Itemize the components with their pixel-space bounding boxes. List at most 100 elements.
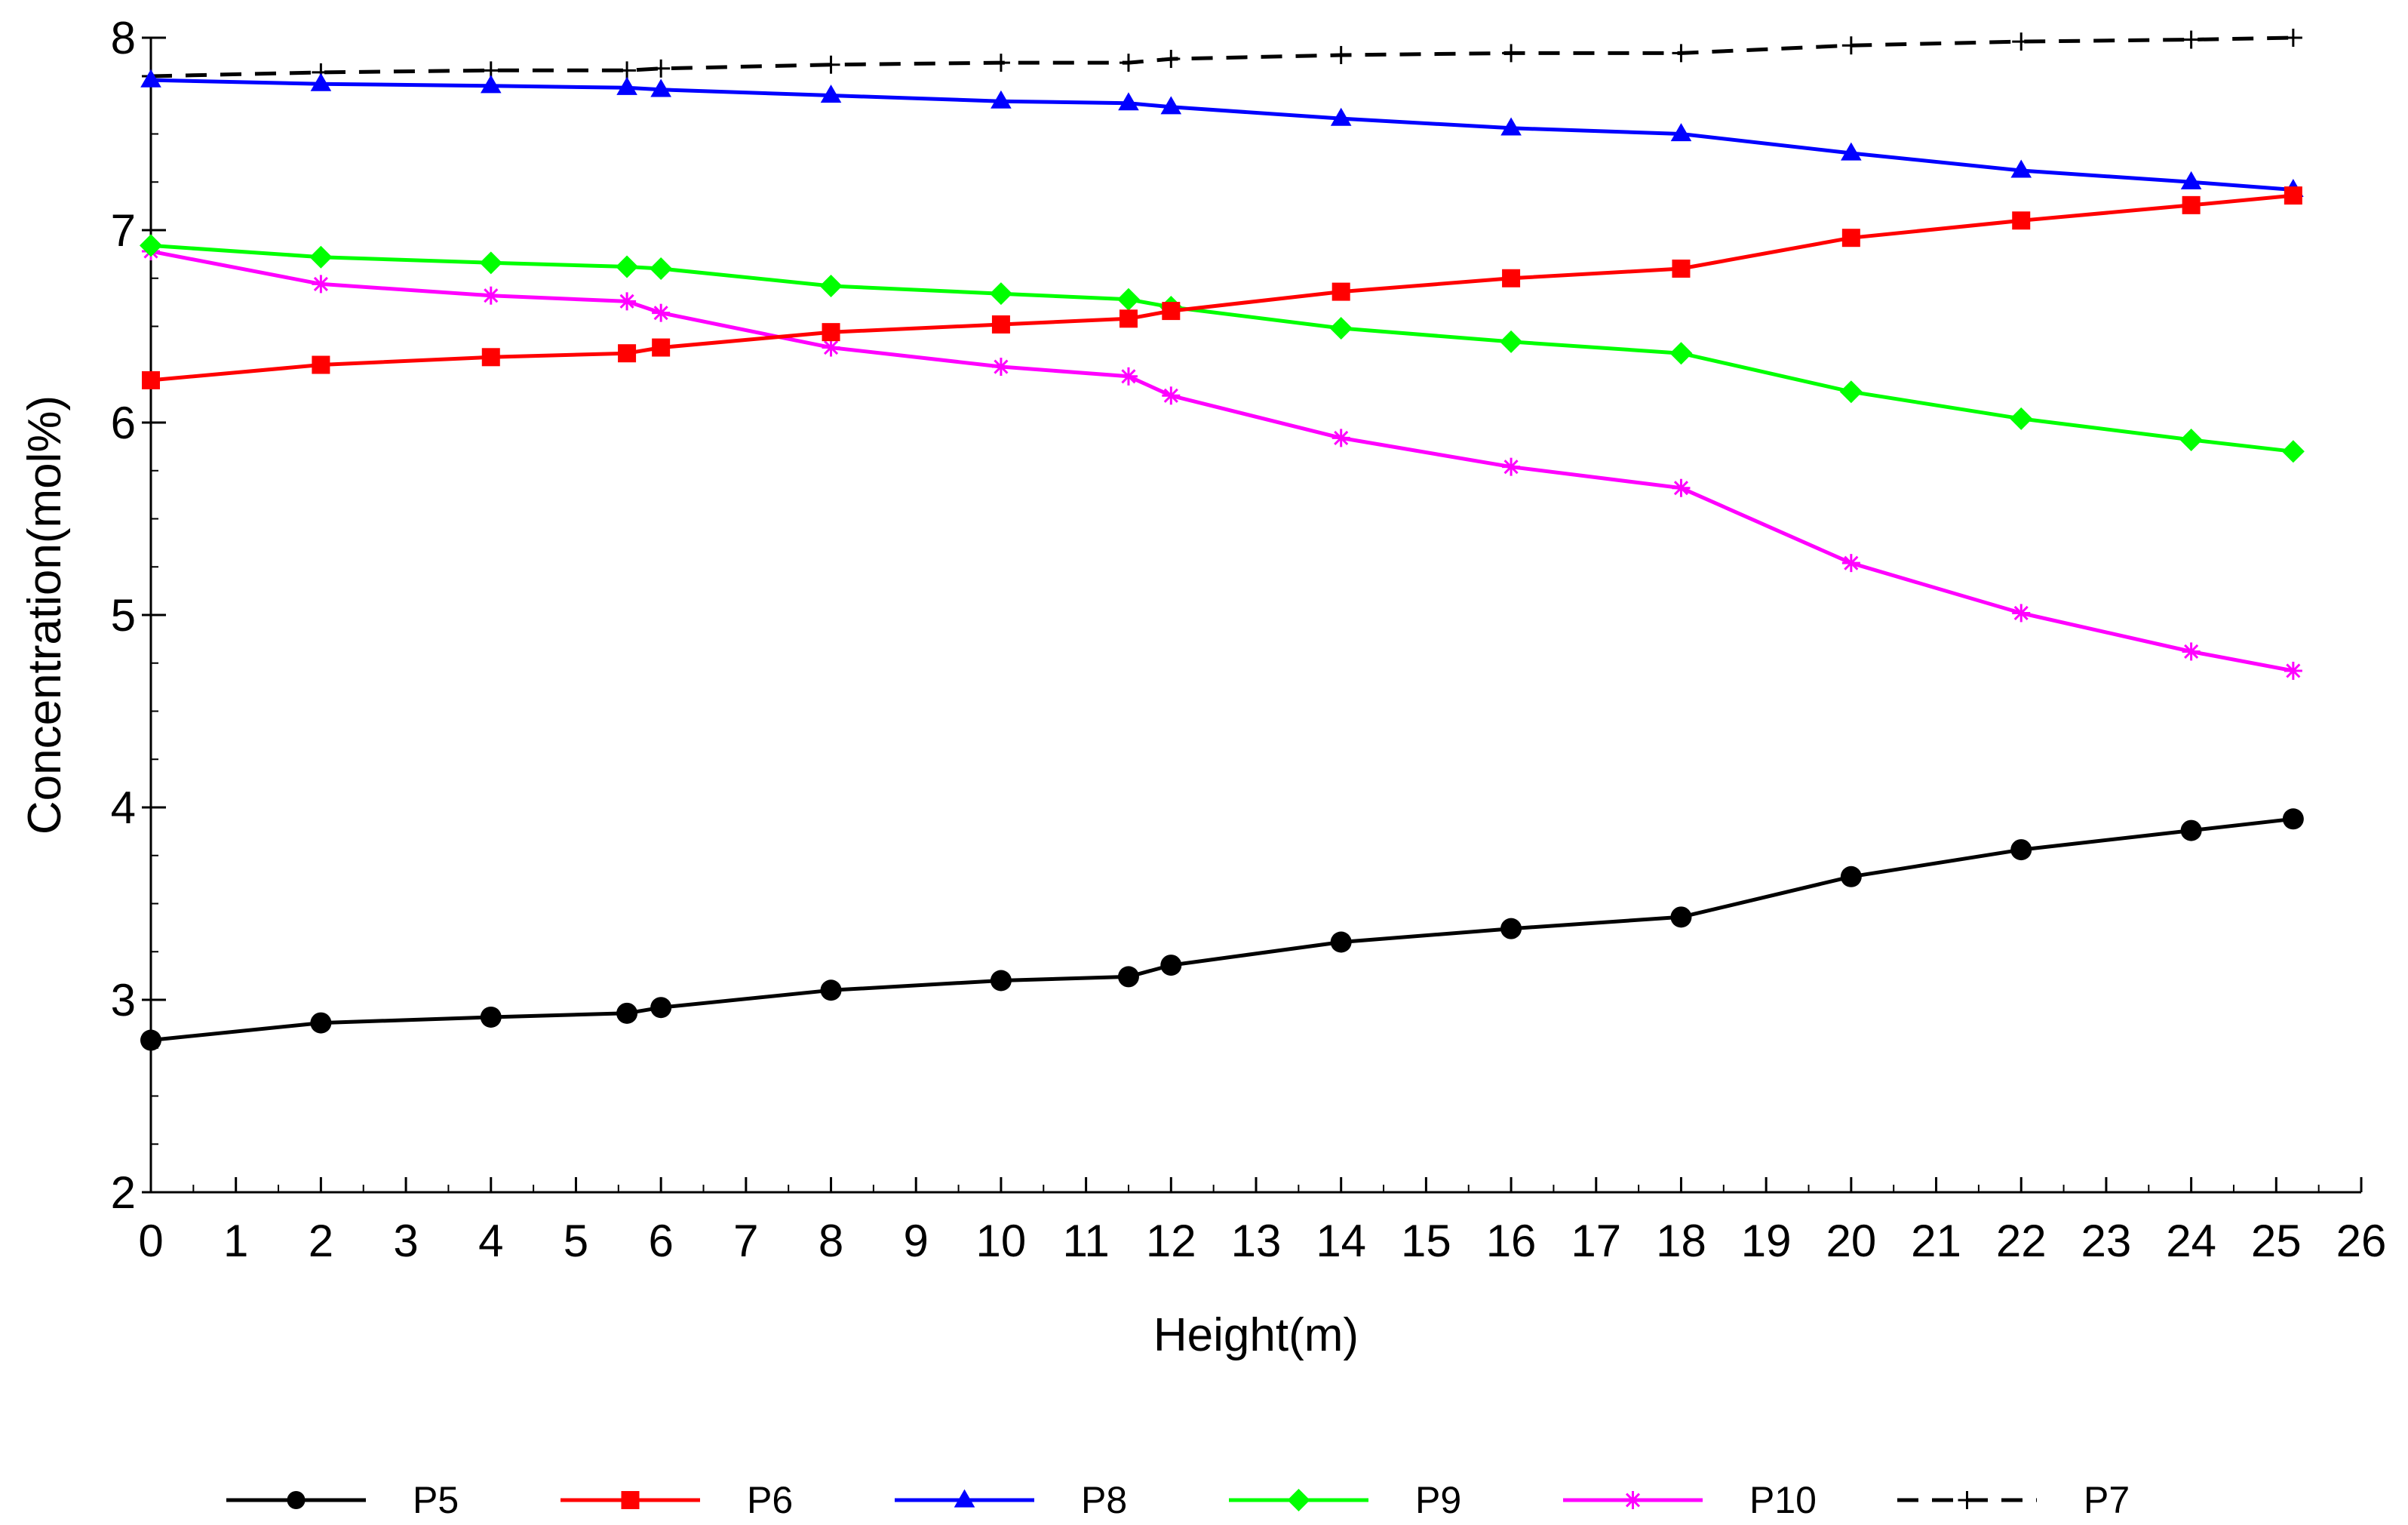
data-point-marker [650,78,671,97]
x-tick-label: 13 [1231,1216,1282,1266]
data-point-marker [989,282,1012,306]
data-point-marker [1500,918,1522,939]
legend-item-p9: P9 [1229,1479,1461,1521]
x-tick-label: 9 [904,1216,929,1266]
data-point-marker [1669,342,1693,365]
y-tick-label: 4 [111,782,136,833]
x-tick-label: 11 [1062,1216,1109,1266]
legend-item-p10: P10 [1563,1479,1817,1521]
data-point-marker [1623,1491,1642,1509]
data-point-marker [991,54,1010,72]
data-point-marker [652,338,671,357]
x-tick-label: 23 [2081,1216,2132,1266]
data-point-marker [481,286,500,305]
legend-label: P8 [1081,1479,1127,1521]
data-point-marker [618,292,637,311]
data-point-marker [822,338,840,357]
data-point-marker [1500,117,1522,136]
x-tick-label: 22 [1996,1216,2047,1266]
legend-label: P6 [747,1479,793,1521]
data-point-marker [618,344,637,363]
legend-item-p7: P7 [1897,1479,2130,1521]
series-line-p8 [150,78,2293,192]
data-point-marker [1160,96,1182,115]
y-tick-label: 2 [111,1167,136,1218]
series-p9 [140,234,2305,463]
series-line-p5 [150,816,2294,1042]
x-tick-label: 2 [309,1216,333,1266]
y-axis-title: Concentration(mol%) [19,395,71,835]
data-point-marker [1670,123,1692,142]
y-tick-label: 8 [111,13,136,63]
series-line-p6 [150,193,2294,383]
legend-item-p6: P6 [561,1479,793,1521]
x-axis-title: Height(m) [1153,1309,1359,1361]
data-point-marker [2012,211,2031,230]
data-point-marker [1330,107,1352,126]
data-point-marker [1117,966,1139,988]
data-point-marker [1500,330,1523,353]
data-point-marker [481,348,500,367]
data-point-marker [1119,54,1138,72]
data-point-marker [621,1491,640,1509]
data-point-marker [954,1489,975,1508]
y-tick-label: 5 [111,590,136,641]
x-tick-label: 15 [1401,1216,1451,1266]
y-tick-label: 7 [111,205,136,256]
series-p7 [142,29,2302,85]
data-point-marker [652,303,671,322]
data-point-marker [1670,906,1692,928]
data-point-marker [2012,32,2031,51]
data-point-marker [2010,839,2032,861]
data-point-marker [1331,45,1350,64]
data-point-marker [2182,30,2201,49]
data-point-marker [2012,604,2031,623]
data-point-marker [822,55,840,74]
x-tick-label: 7 [733,1216,758,1266]
data-point-marker [1331,282,1350,301]
data-point-marker [822,323,840,342]
data-point-marker [616,255,639,278]
x-tick-label: 12 [1146,1216,1196,1266]
data-point-marker [287,1491,306,1509]
data-point-marker [618,61,637,80]
data-point-marker [1162,386,1181,405]
data-point-marker [1287,1489,1310,1511]
data-point-marker [1160,955,1182,976]
y-ticks: 2 3 4 5 6 7 8 [111,13,166,1218]
x-tick-label: 25 [2251,1216,2302,1266]
data-point-marker [2284,661,2302,680]
data-point-marker [650,257,673,280]
legend-item-p5: P5 [226,1479,459,1521]
data-point-marker [652,59,671,78]
data-point-marker [480,1006,502,1028]
series-layer [140,29,2305,1051]
x-tick-label: 10 [976,1216,1027,1266]
data-point-marker [1331,429,1350,447]
data-point-marker [1119,367,1138,386]
x-tick-label: 20 [1826,1216,1876,1266]
data-point-marker [650,997,672,1019]
data-point-marker [1839,380,1863,404]
data-point-marker [140,69,161,88]
data-point-marker [312,275,330,294]
data-point-marker [479,251,502,275]
data-point-marker [142,370,160,389]
data-point-marker [1672,44,1691,63]
x-tick-label: 21 [1911,1216,1961,1266]
x-tick-label: 8 [819,1216,843,1266]
series-line-p9 [150,243,2294,454]
data-point-marker [2179,428,2203,451]
x-ticks: 0 1 2 3 4 5 6 7 8 9 10 11 12 13 14 15 16 17 18 19 20 21 22 23 24… [138,1177,2386,1266]
data-point-marker [480,75,502,94]
legend: P5 P6 P8 P9 P10 P7 [226,1479,2130,1521]
x-tick-label: 1 [223,1216,248,1266]
data-point-marker [2284,186,2302,205]
data-point-marker [1672,260,1691,278]
data-point-marker [1840,865,1862,887]
x-tick-label: 5 [564,1216,588,1266]
legend-label: P7 [2084,1479,2130,1521]
data-point-marker [1841,142,1862,161]
data-point-marker [310,1012,332,1034]
